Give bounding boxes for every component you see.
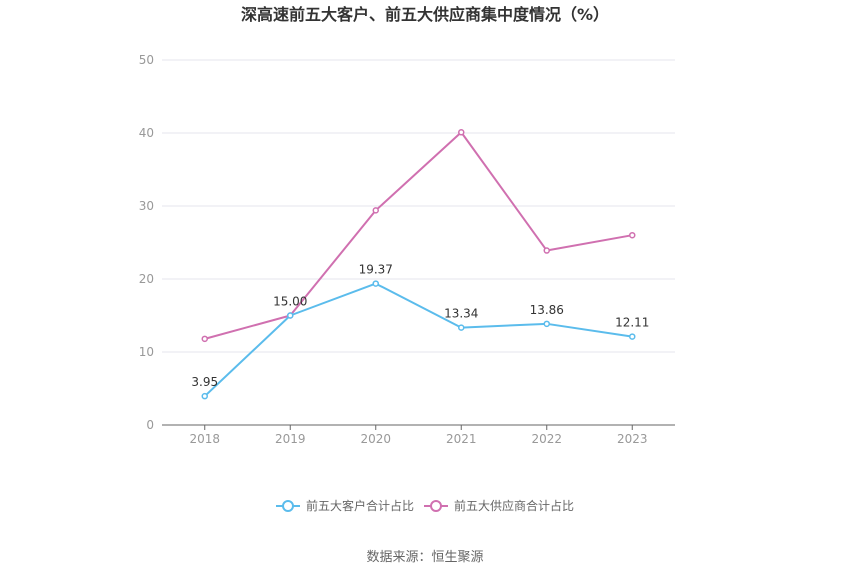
- legend-label: 前五大客户合计占比: [306, 498, 414, 513]
- series-1-point[interactable]: [629, 333, 636, 340]
- data-label: 13.86: [530, 303, 564, 317]
- legend-item-2[interactable]: 前五大供应商合计占比: [424, 498, 574, 513]
- data-label: 15.00: [273, 295, 307, 309]
- y-tick-label: 0: [146, 418, 154, 432]
- chart-title: 深高速前五大客户、前五大供应商集中度情况（%）: [241, 5, 609, 24]
- series-2-point[interactable]: [372, 207, 379, 214]
- y-tick-label: 20: [139, 272, 154, 286]
- series-1-point[interactable]: [458, 324, 465, 331]
- y-tick-label: 10: [139, 345, 154, 359]
- y-tick-label: 30: [139, 199, 154, 213]
- series-2-point[interactable]: [201, 335, 208, 343]
- grid-lines: [162, 59, 675, 353]
- legend-item-1[interactable]: 前五大客户合计占比: [276, 498, 414, 513]
- x-axis: 2018 2019 2020 2021 2022 2023: [162, 424, 675, 446]
- series-1-point[interactable]: [372, 280, 379, 287]
- data-label: 13.34: [444, 307, 478, 321]
- data-label: 3.95: [191, 375, 218, 389]
- series-line-1: [204, 282, 633, 397]
- legend-marker-icon: [282, 500, 294, 512]
- legend[interactable]: 前五大客户合计占比 前五大供应商合计占比: [276, 498, 574, 513]
- series-2-point[interactable]: [458, 129, 465, 136]
- source-note: 数据来源：恒生聚源: [366, 550, 483, 565]
- series-1-point[interactable]: [287, 312, 294, 319]
- series-2-point[interactable]: [629, 231, 636, 239]
- data-label: 12.11: [615, 316, 649, 330]
- y-axis: 0 10 20 30 40 50: [139, 53, 154, 432]
- x-tick-label: 2018: [189, 432, 220, 446]
- series-1-point[interactable]: [201, 392, 208, 400]
- y-tick-label: 50: [139, 53, 154, 67]
- series-2-point[interactable]: [543, 247, 550, 254]
- x-tick-label: 2019: [275, 432, 306, 446]
- series-1-point[interactable]: [543, 320, 550, 328]
- series-line-2: [204, 131, 633, 340]
- x-tick-label: 2022: [531, 432, 562, 446]
- x-tick-label: 2023: [617, 432, 648, 446]
- data-label: 19.37: [359, 263, 393, 277]
- y-tick-label: 40: [139, 126, 154, 140]
- legend-marker-icon: [430, 500, 442, 512]
- series-layer: 3.95 15.00 19.37 13.34 13.86 12.11: [191, 129, 649, 400]
- legend-label: 前五大供应商合计占比: [454, 498, 574, 513]
- x-tick-label: 2020: [360, 432, 391, 446]
- x-tick-label: 2021: [446, 432, 477, 446]
